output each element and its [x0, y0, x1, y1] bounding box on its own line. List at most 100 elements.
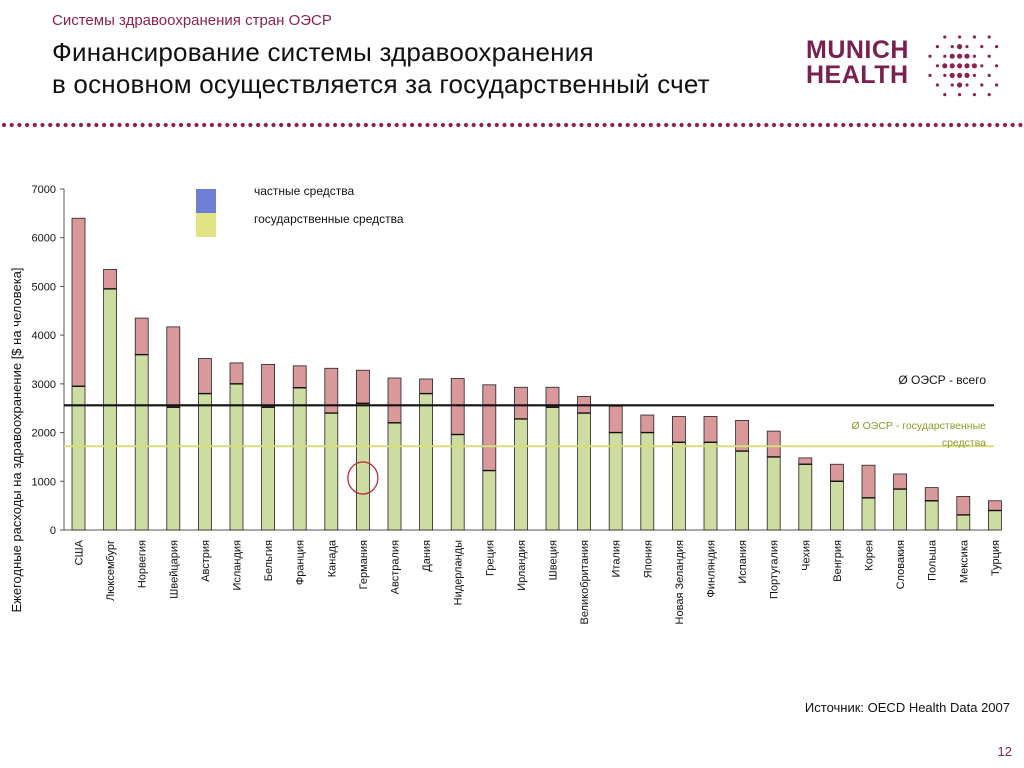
divider-dot [818, 122, 823, 128]
divider-dot [1018, 122, 1023, 128]
logo-dot [980, 45, 984, 49]
bar-public-26 [893, 488, 907, 531]
divider-dot [502, 122, 507, 128]
divider-dot [102, 122, 107, 128]
bar-private-26 [893, 473, 907, 490]
divider-dot [186, 122, 191, 128]
logo-dot [935, 45, 939, 49]
divider-dot [771, 122, 777, 128]
divider-dot [1010, 122, 1015, 128]
divider-dot [155, 122, 161, 128]
divider-dot [271, 122, 276, 128]
logo-dot [957, 53, 963, 59]
divider-dot [202, 122, 207, 128]
logo-dot [942, 63, 948, 69]
bar-public-2 [134, 354, 149, 531]
x-tick-label: Италия [611, 540, 623, 578]
x-tick-label: Испания [737, 540, 749, 584]
divider-dot [440, 122, 445, 128]
divider-dot [879, 122, 884, 128]
bar-private-27 [924, 487, 939, 502]
divider-dot [479, 122, 484, 128]
bar-public-28 [956, 514, 971, 531]
divider-dot [841, 122, 846, 128]
bar-public-21 [735, 450, 749, 531]
bar-private-17 [608, 405, 623, 433]
divider-dot [787, 122, 792, 128]
bar-private-0 [71, 217, 86, 387]
x-tick-label: Германия [358, 540, 370, 589]
logo-dot [987, 93, 991, 97]
x-tick-label: Бельгия [263, 540, 275, 581]
y-tick-label: 1000 [32, 476, 56, 488]
divider-dot [710, 122, 715, 128]
divider-dot [179, 122, 184, 128]
divider-dot [1002, 122, 1008, 128]
divider-dot [117, 122, 122, 128]
divider-dot [209, 122, 214, 128]
divider-dot [795, 122, 800, 128]
divider-dot [333, 122, 338, 128]
bar-private-5 [229, 362, 244, 385]
divider-dot [194, 122, 199, 128]
divider-dot [317, 122, 322, 128]
divider-dot [163, 122, 168, 128]
x-tick-label: Швеция [548, 540, 560, 580]
highlight-circle [347, 461, 379, 495]
logo-dot [949, 53, 955, 59]
divider-dot [309, 122, 315, 128]
divider-dot [802, 122, 807, 128]
x-tick-label: Чехия [800, 540, 812, 571]
x-tick-label: Мексика [958, 539, 970, 583]
divider-dot [748, 122, 754, 128]
x-tick-label: Люксембург [105, 540, 117, 601]
divider-dot [417, 122, 422, 128]
divider-dot [248, 122, 253, 128]
divider-dot [25, 122, 30, 128]
y-axis-title: Ежегодные расходы на здравоохранение [$ … [9, 267, 24, 612]
logo-dot [950, 45, 954, 49]
bar-public-27 [924, 500, 939, 531]
x-tick-label: Австралия [390, 540, 402, 594]
divider-dot [78, 122, 84, 128]
divider-dot [810, 122, 815, 128]
logo-dot [957, 63, 963, 69]
divider-dot [325, 122, 330, 128]
logo-dot [964, 72, 970, 78]
divider-dot [240, 122, 245, 128]
logo-dot [928, 54, 932, 58]
x-tick-label: Великобритания [579, 540, 591, 625]
divider-dot [679, 122, 684, 128]
divider-dot [995, 122, 1000, 128]
logo-dot [943, 54, 947, 58]
logo-dot [935, 83, 939, 87]
bar-private-7 [292, 365, 307, 389]
divider-dot [564, 122, 569, 128]
bar-public-20 [703, 441, 718, 531]
divider-dot [687, 122, 692, 128]
divider-dot [1, 122, 7, 128]
bar-public-11 [419, 393, 434, 531]
divider-dot [694, 122, 700, 128]
divider-dot [425, 122, 430, 128]
divider-dot [256, 122, 261, 128]
divider-dot [833, 122, 838, 128]
divider-dot [941, 122, 946, 128]
logo-dot [935, 64, 939, 68]
y-tick-label: 6000 [32, 233, 56, 245]
divider-dot [633, 122, 638, 128]
divider-dot [702, 122, 707, 128]
logo-dot [987, 35, 991, 39]
x-tick-label: Нидерланды [453, 540, 465, 605]
x-tick-label: Португалия [769, 540, 781, 599]
page-number: 12 [997, 744, 1012, 759]
logo-text-line-2: HEALTH [806, 61, 909, 89]
bar-public-24 [830, 480, 844, 531]
bar-public-6 [261, 406, 276, 531]
divider-dot [225, 122, 230, 128]
bar-private-2 [134, 317, 149, 356]
divider-dot [302, 122, 307, 128]
divider-dot [533, 122, 538, 128]
slide-kicker: Системы здравоохранения стран ОЭСР [52, 12, 332, 29]
bar-private-19 [672, 416, 686, 443]
